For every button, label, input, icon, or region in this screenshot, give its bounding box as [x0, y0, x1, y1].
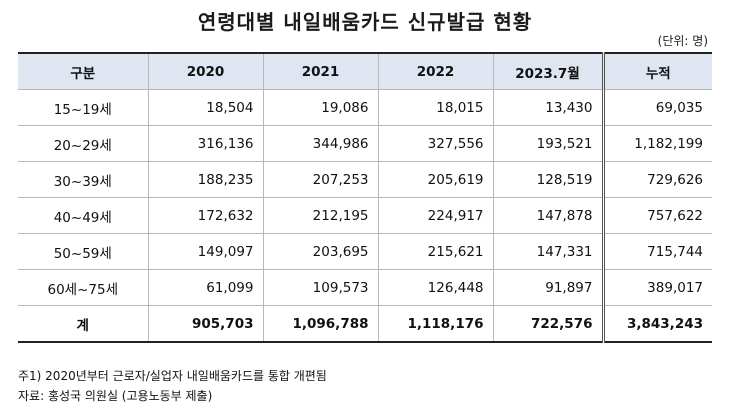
table-cell: 389,017: [602, 269, 712, 306]
table-cell: 1,182,199: [602, 125, 712, 162]
table-cell: 188,235: [147, 161, 264, 198]
table-cell: 109,573: [262, 269, 379, 306]
table-row: 50~59세 149,097 203,695 215,621 147,331 7…: [18, 233, 712, 270]
total-cell: 905,703: [147, 305, 264, 343]
total-cell: 1,096,788: [262, 305, 379, 343]
table-row: 15~19세 18,504 19,086 18,015 13,430 69,03…: [18, 89, 712, 126]
table-row: 40~49세 172,632 212,195 224,917 147,878 7…: [18, 197, 712, 234]
total-cell: 1,118,176: [377, 305, 494, 343]
footnotes: 주1) 2020년부터 근로자/실업자 내일배움카드를 통합 개편됨 자료: 홍…: [18, 366, 327, 406]
table-cell: 69,035: [602, 89, 712, 126]
table-cell: 203,695: [262, 233, 379, 270]
header-cell-2023-july: 2023.7월: [492, 52, 605, 90]
header-cell-2020: 2020: [147, 52, 264, 90]
row-label: 60세~75세: [18, 269, 149, 306]
table-cell: 126,448: [377, 269, 494, 306]
table-cell: 13,430: [492, 89, 605, 126]
row-label: 40~49세: [18, 197, 149, 234]
table-cell: 327,556: [377, 125, 494, 162]
table-cell: 729,626: [602, 161, 712, 198]
table-cell: 18,504: [147, 89, 264, 126]
source-text: 자료: 홍성국 의원실 (고용노동부 제출): [18, 389, 213, 403]
header-cell-2022: 2022: [377, 52, 494, 90]
table-total-row: 계 905,703 1,096,788 1,118,176 722,576 3,…: [18, 305, 712, 343]
footnote-text: 주1) 2020년부터 근로자/실업자 내일배움카드를 통합 개편됨: [18, 369, 327, 383]
row-label: 50~59세: [18, 233, 149, 270]
row-label: 15~19세: [18, 89, 149, 126]
header-cell-cumulative: 누적: [602, 52, 712, 90]
table-cell: 205,619: [377, 161, 494, 198]
table-header-row: 구분 2020 2021 2022 2023.7월 누적: [18, 52, 712, 90]
table-cell: 147,331: [492, 233, 605, 270]
row-label: 30~39세: [18, 161, 149, 198]
table-cell: 91,897: [492, 269, 605, 306]
header-cell-category: 구분: [18, 52, 149, 90]
table-row: 30~39세 188,235 207,253 205,619 128,519 7…: [18, 161, 712, 198]
total-cell: 722,576: [492, 305, 605, 343]
table-cell: 172,632: [147, 197, 264, 234]
table-cell: 215,621: [377, 233, 494, 270]
table-cell: 19,086: [262, 89, 379, 126]
page-title: 연령대별 내일배움카드 신규발급 현황: [197, 10, 533, 34]
table-cell: 212,195: [262, 197, 379, 234]
table-cell: 715,744: [602, 233, 712, 270]
table-cell: 207,253: [262, 161, 379, 198]
header-cell-2021: 2021: [262, 52, 379, 90]
table-cell: 147,878: [492, 197, 605, 234]
table-cell: 316,136: [147, 125, 264, 162]
table-cell: 344,986: [262, 125, 379, 162]
table-cell: 61,099: [147, 269, 264, 306]
table-cell: 757,622: [602, 197, 712, 234]
table-row: 60세~75세 61,099 109,573 126,448 91,897 38…: [18, 269, 712, 306]
table-cell: 193,521: [492, 125, 605, 162]
table-cell: 149,097: [147, 233, 264, 270]
total-cell: 3,843,243: [602, 305, 712, 343]
table-cell: 224,917: [377, 197, 494, 234]
table-cell: 128,519: [492, 161, 605, 198]
row-label: 20~29세: [18, 125, 149, 162]
total-label: 계: [18, 305, 149, 343]
unit-label: (단위: 명): [657, 34, 708, 48]
table-cell: 18,015: [377, 89, 494, 126]
statistics-table: 구분 2020 2021 2022 2023.7월 누적 15~19세 18,5…: [18, 52, 712, 343]
table-row: 20~29세 316,136 344,986 327,556 193,521 1…: [18, 125, 712, 162]
